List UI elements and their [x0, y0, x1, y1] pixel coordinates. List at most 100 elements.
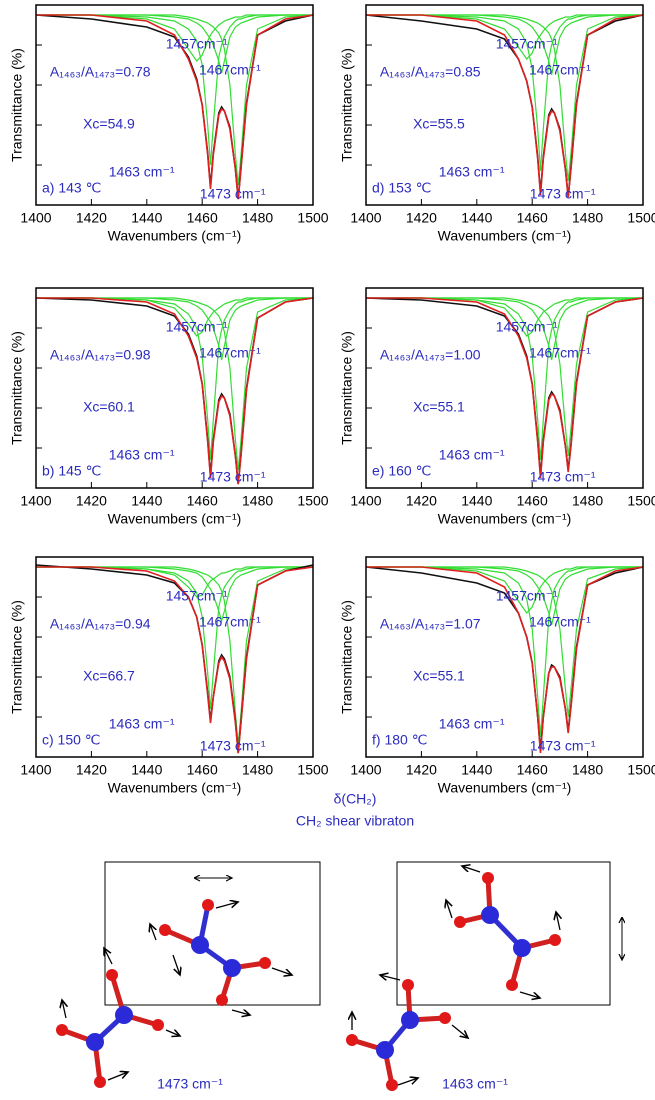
peak-label: 1463 cm⁻¹	[109, 447, 175, 463]
ratio-label: A₁₄₆₃/A₁₄₇₃=1.00	[380, 347, 481, 363]
spectrum-line	[36, 566, 314, 746]
x-tick-label: 1440	[461, 210, 492, 226]
x-tick-label: 1420	[406, 493, 437, 509]
y-axis-label: Transmittance (%)	[339, 331, 355, 445]
vibration-arrows	[62, 866, 560, 1086]
x-tick-label: 1500	[297, 210, 328, 226]
x-tick-label: 1400	[350, 493, 381, 509]
molecule-diagram: δ(CH₂) CH₂ shear vibraton	[56, 791, 622, 1092]
x-tick-label: 1460	[187, 493, 218, 509]
peak-label: 1467cm⁻¹	[529, 614, 591, 630]
mode-label: 1463 cm⁻¹	[442, 1076, 508, 1092]
x-tick-label: 1460	[187, 762, 218, 778]
peak-label: 1467cm⁻¹	[199, 62, 261, 78]
x-tick-label: 1460	[517, 210, 548, 226]
spectrum-line	[366, 297, 644, 479]
panel-label: c) 150 ℃	[42, 732, 101, 748]
peak-label: 1473 cm⁻¹	[530, 469, 596, 485]
spectrum-line	[36, 566, 313, 624]
spectrum-line	[366, 14, 644, 182]
x-tick-label: 1500	[297, 493, 328, 509]
y-axis-label: Transmittance (%)	[339, 600, 355, 714]
x-tick-label: 1480	[572, 762, 603, 778]
peak-label: 1473 cm⁻¹	[530, 186, 596, 202]
ratio-label: A₁₄₆₃/A₁₄₇₃=0.94	[50, 616, 151, 632]
peak-label: 1457cm⁻¹	[166, 588, 228, 604]
x-tick-label: 1400	[350, 762, 381, 778]
spectrum-line	[366, 297, 643, 361]
mode-label: 1473 cm⁻¹	[157, 1076, 223, 1092]
ratio-label: A₁₄₆₃/A₁₄₇₃=0.78	[50, 64, 151, 80]
spectrum-line	[36, 297, 314, 485]
x-tick-label: 1460	[187, 210, 218, 226]
panel-label: e) 160 ℃	[372, 463, 431, 479]
spectrum-line	[36, 297, 313, 337]
spectrum-line	[36, 566, 314, 754]
spectrum-line	[36, 14, 313, 74]
y-axis-label: Transmittance (%)	[9, 331, 25, 445]
ratio-label: A₁₄₆₃/A₁₄₇₃=1.07	[380, 616, 481, 632]
crystallinity-label: Xc=55.5	[413, 116, 465, 132]
x-tick-label: 1400	[20, 762, 51, 778]
peak-label: 1463 cm⁻¹	[109, 164, 175, 180]
spectrum-line	[36, 566, 313, 598]
x-tick-label: 1480	[242, 762, 273, 778]
plot-frame	[35, 556, 314, 758]
peak-label: 1467cm⁻¹	[529, 345, 591, 361]
spectrum-line	[366, 566, 644, 754]
x-tick-label: 1440	[461, 493, 492, 509]
charts: 1400 1420 1440 1460 1480 1500 Wavenumbers (cm⁻…	[9, 4, 655, 796]
x-tick-label: 1400	[350, 210, 381, 226]
spectrum-line	[366, 14, 644, 198]
spectrum-line	[366, 14, 643, 172]
spectrum-line	[36, 566, 313, 710]
peak-label: 1463 cm⁻¹	[439, 164, 505, 180]
x-tick-label: 1480	[242, 210, 273, 226]
peak-label: 1467cm⁻¹	[199, 614, 261, 630]
diagram-title: δ(CH₂)	[334, 791, 377, 807]
peak-label: 1463 cm⁻¹	[109, 716, 175, 732]
peak-label: 1457cm⁻¹	[496, 36, 558, 52]
spectrum-line	[366, 14, 643, 60]
peak-label: 1473 cm⁻¹	[530, 738, 596, 754]
peak-label: 1457cm⁻¹	[166, 36, 228, 52]
x-tick-label: 1500	[297, 762, 328, 778]
x-tick-label: 1400	[20, 210, 51, 226]
ratio-label: A₁₄₆₃/A₁₄₇₃=0.98	[50, 347, 151, 363]
peak-label: 1457cm⁻¹	[496, 319, 558, 335]
x-tick-label: 1440	[461, 762, 492, 778]
crystallinity-label: Xc=55.1	[413, 668, 465, 684]
x-tick-label: 1400	[20, 493, 51, 509]
x-tick-label: 1480	[572, 493, 603, 509]
plot-frame	[365, 4, 644, 206]
ratio-label: A₁₄₆₃/A₁₄₇₃=0.85	[380, 64, 481, 80]
diagram-subtitle: CH₂ shear vibraton	[296, 813, 414, 829]
spectrum-line	[36, 14, 313, 62]
spectrum-line	[36, 297, 313, 361]
peak-label: 1463 cm⁻¹	[439, 716, 505, 732]
crystallinity-label: Xc=55.1	[413, 399, 465, 415]
x-tick-label: 1500	[627, 210, 655, 226]
spectrum-line	[366, 566, 643, 738]
peak-label: 1473 cm⁻¹	[200, 469, 266, 485]
x-axis-label: Wavenumbers (cm⁻¹)	[108, 228, 242, 244]
x-tick-label: 1420	[76, 493, 107, 509]
x-tick-label: 1480	[242, 493, 273, 509]
x-tick-label: 1420	[406, 210, 437, 226]
plot-frame	[365, 287, 644, 489]
spectrum-line	[366, 566, 644, 718]
spectrum-line	[36, 14, 314, 186]
plot-frame	[35, 287, 314, 489]
unit-cell	[104, 861, 321, 1006]
peak-label: 1473 cm⁻¹	[200, 738, 266, 754]
peak-label: 1463 cm⁻¹	[439, 447, 505, 463]
atoms	[56, 872, 561, 1091]
x-tick-label: 1460	[517, 493, 548, 509]
x-axis-label: Wavenumbers (cm⁻¹)	[438, 228, 572, 244]
spectrum-line	[366, 566, 643, 626]
x-axis-label: Wavenumbers (cm⁻¹)	[438, 780, 572, 796]
y-axis-label: Transmittance (%)	[9, 600, 25, 714]
crystallinity-label: Xc=54.9	[83, 116, 135, 132]
peak-label: 1467cm⁻¹	[529, 62, 591, 78]
